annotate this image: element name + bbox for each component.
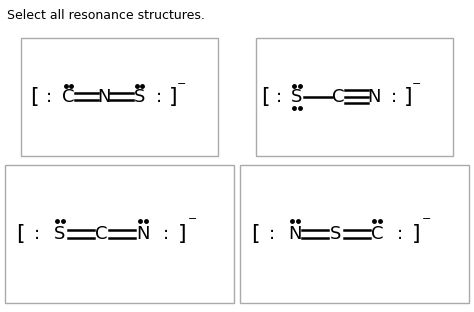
Text: N: N — [97, 88, 110, 106]
Text: :: : — [268, 225, 274, 243]
Text: [: [ — [261, 87, 270, 107]
Text: :: : — [397, 225, 403, 243]
FancyBboxPatch shape — [240, 165, 469, 303]
Text: C: C — [332, 88, 345, 106]
Text: S: S — [292, 88, 303, 106]
Text: ]: ] — [169, 87, 177, 107]
Text: N: N — [136, 225, 149, 243]
Text: ]: ] — [177, 224, 186, 244]
Text: C: C — [95, 225, 108, 243]
Text: S: S — [54, 225, 65, 243]
Text: :: : — [156, 88, 162, 106]
Text: −: − — [412, 79, 421, 89]
FancyBboxPatch shape — [5, 165, 234, 303]
Text: :: : — [276, 88, 283, 106]
Text: [: [ — [30, 87, 39, 107]
Text: S: S — [330, 225, 342, 243]
Text: S: S — [134, 88, 145, 106]
Text: [: [ — [251, 224, 260, 244]
Text: −: − — [187, 214, 197, 224]
FancyBboxPatch shape — [21, 38, 218, 156]
Text: ]: ] — [403, 87, 412, 107]
Text: C: C — [62, 88, 74, 106]
Text: Select all resonance structures.: Select all resonance structures. — [7, 9, 205, 22]
Text: [: [ — [17, 224, 25, 244]
Text: N: N — [367, 88, 381, 106]
Text: −: − — [422, 214, 431, 224]
Text: :: : — [163, 225, 169, 243]
Text: ]: ] — [412, 224, 421, 244]
Text: :: : — [46, 88, 52, 106]
Text: N: N — [288, 225, 301, 243]
FancyBboxPatch shape — [256, 38, 453, 156]
Text: C: C — [371, 225, 383, 243]
Text: −: − — [177, 79, 187, 89]
Text: :: : — [34, 225, 40, 243]
Text: :: : — [391, 88, 397, 106]
